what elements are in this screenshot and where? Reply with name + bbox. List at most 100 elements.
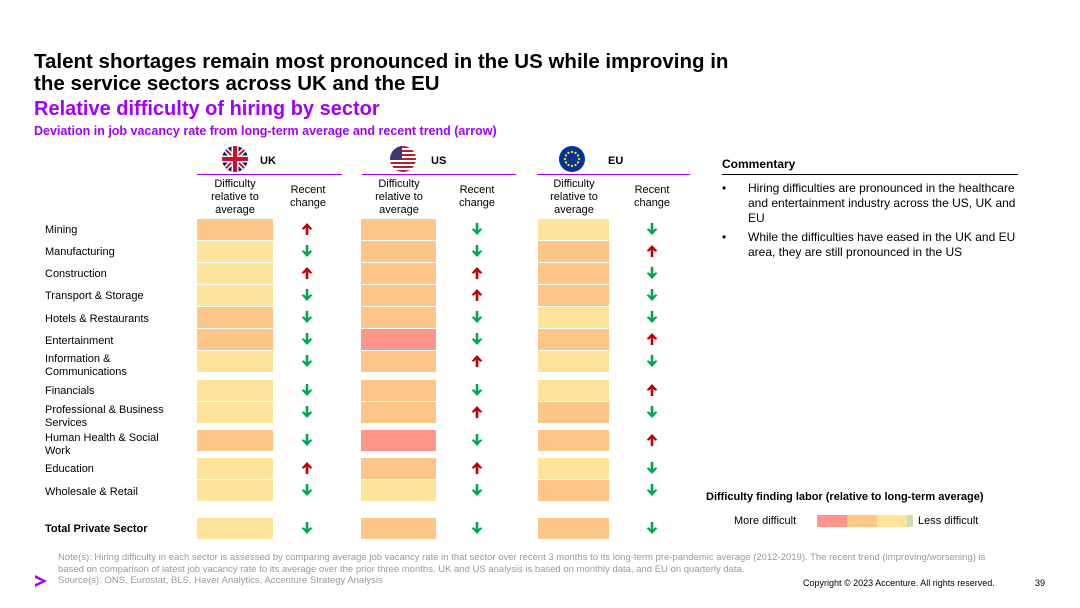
region-label-eu: EU (608, 155, 624, 167)
legend-more-label: More difficult (734, 515, 797, 527)
arrow-down-icon (300, 244, 314, 258)
difficulty-cell-us (361, 263, 436, 284)
region-divider-uk (197, 174, 342, 175)
arrow-down-icon (470, 332, 484, 346)
arrow-up-icon (645, 244, 659, 258)
commentary-bullet: • While the difficulties have eased in th… (722, 230, 1022, 260)
arrow-up-icon (470, 288, 484, 302)
difficulty-cell-uk (197, 480, 273, 501)
difficulty-cell-eu (538, 480, 609, 501)
arrow-down-icon (300, 383, 314, 397)
legend-title: Difficulty finding labor (relative to lo… (706, 491, 984, 503)
difficulty-cell-us (361, 351, 436, 372)
difficulty-cell-uk (197, 351, 273, 372)
commentary-bullet-text: While the difficulties have eased in the… (748, 230, 1016, 259)
eu-flag-icon (559, 146, 585, 172)
arrow-down-icon (470, 222, 484, 236)
sector-label: Human Health & Social Work (45, 432, 159, 457)
difficulty-cell-eu (538, 518, 609, 539)
region-divider-eu (537, 174, 690, 175)
sector-label: Mining (45, 224, 78, 236)
sector-label: Manufacturing (45, 246, 115, 258)
sector-label: Wholesale & Retail (45, 486, 138, 498)
sector-label: Information & Communications (45, 353, 127, 378)
difficulty-cell-uk (197, 307, 273, 328)
sector-label: Education (45, 463, 94, 475)
region-divider-us (362, 174, 516, 175)
footnote-note: Note(s): Hiring difficulty in each secto… (58, 552, 986, 575)
sector-label: Construction (45, 268, 107, 280)
col-header-eu-change: Recent change (633, 184, 671, 209)
difficulty-cell-uk (197, 380, 273, 401)
sector-label: Transport & Storage (45, 290, 144, 302)
difficulty-cell-uk (197, 241, 273, 262)
commentary-title: Commentary (722, 157, 796, 171)
arrow-down-icon (645, 354, 659, 368)
arrow-up-icon (645, 332, 659, 346)
arrow-down-icon (645, 521, 659, 535)
difficulty-cell-us (361, 480, 436, 501)
legend-swatch-difficult (847, 515, 877, 527)
col-header-us-difficulty: Difficulty relative to average (375, 178, 423, 216)
arrow-down-icon (300, 354, 314, 368)
difficulty-cell-eu (538, 380, 609, 401)
difficulty-cell-eu (538, 307, 609, 328)
difficulty-cell-uk (197, 430, 273, 451)
arrow-down-icon (300, 288, 314, 302)
difficulty-cell-us (361, 430, 436, 451)
difficulty-cell-eu (538, 285, 609, 306)
commentary-bullet: • Hiring difficulties are pronounced in t… (722, 181, 1022, 226)
arrow-down-icon (645, 222, 659, 236)
arrow-up-icon (470, 354, 484, 368)
footnote-source: Source(s): ONS, Eurostat, BLS, Haver Ana… (58, 575, 383, 586)
region-label-us: US (431, 155, 447, 167)
difficulty-cell-us (361, 241, 436, 262)
page-number: 39 (1035, 578, 1046, 588)
arrow-up-icon (470, 405, 484, 419)
legend-swatch-neutral (877, 515, 907, 527)
arrow-up-icon (470, 266, 484, 280)
arrow-down-icon (300, 405, 314, 419)
page-title: Talent shortages remain most pronounced … (34, 50, 729, 95)
sector-label: Professional & Business Services (45, 404, 164, 429)
difficulty-cell-us (361, 380, 436, 401)
arrow-down-icon (300, 310, 314, 324)
commentary-divider (722, 174, 1018, 175)
arrow-down-icon (470, 244, 484, 258)
arrow-down-icon (645, 483, 659, 497)
uk-flag-icon (222, 146, 248, 172)
arrow-down-icon (645, 266, 659, 280)
difficulty-cell-us (361, 285, 436, 306)
difficulty-cell-us (361, 518, 436, 539)
total-row-label: Total Private Sector (45, 523, 148, 535)
arrow-down-icon (470, 310, 484, 324)
arrow-down-icon (645, 405, 659, 419)
arrow-down-icon (470, 521, 484, 535)
page-subtitle: Relative difficulty of hiring by sector (34, 98, 380, 120)
difficulty-cell-us (361, 329, 436, 350)
chart-description: Deviation in job vacancy rate from long-… (34, 124, 497, 138)
arrow-down-icon (645, 461, 659, 475)
difficulty-cell-eu (538, 351, 609, 372)
legend-swatch-less-difficult (907, 515, 913, 527)
difficulty-cell-uk (197, 329, 273, 350)
difficulty-cell-eu (538, 402, 609, 423)
sector-label: Financials (45, 385, 95, 397)
difficulty-cell-eu (538, 219, 609, 240)
copyright: Copyright © 2023 Accenture. All rights r… (803, 578, 995, 588)
difficulty-cell-eu (538, 263, 609, 284)
arrow-down-icon (300, 521, 314, 535)
commentary-bullet-text: Hiring difficulties are pronounced in th… (748, 181, 1016, 225)
difficulty-cell-us (361, 458, 436, 479)
arrow-down-icon (645, 310, 659, 324)
difficulty-cell-eu (538, 430, 609, 451)
sector-label: Hotels & Restaurants (45, 313, 149, 325)
arrow-down-icon (300, 483, 314, 497)
arrow-up-icon (300, 266, 314, 280)
difficulty-cell-uk (197, 219, 273, 240)
difficulty-cell-eu (538, 329, 609, 350)
legend-swatch-more-difficult (817, 515, 847, 527)
difficulty-cell-us (361, 219, 436, 240)
difficulty-cell-us (361, 307, 436, 328)
arrow-down-icon (645, 288, 659, 302)
